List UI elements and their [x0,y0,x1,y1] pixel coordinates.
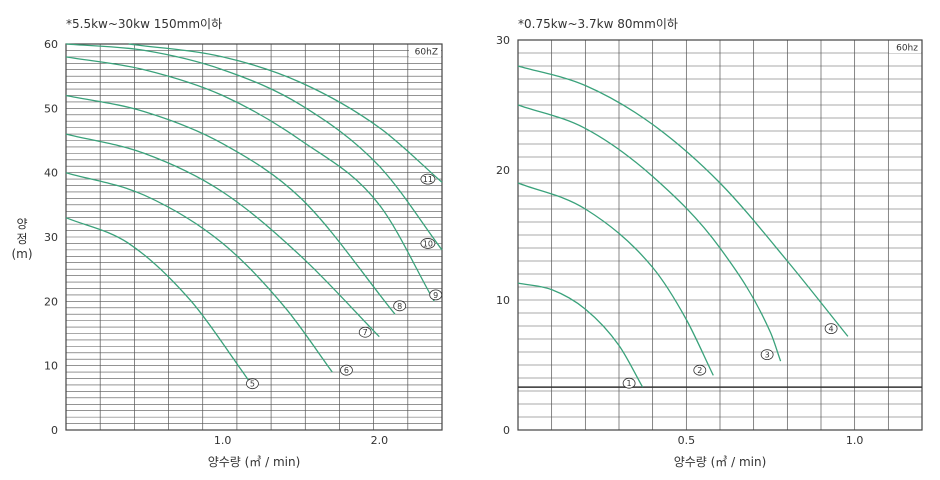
chart-subtitle: *5.5kw~30kw 150mm이하 [66,17,222,31]
x-tick-label: 2.0 [371,434,389,447]
curve-label-circle [340,364,353,376]
freq-label: 60hz [896,44,918,54]
plot-frame [65,43,443,431]
freq-label: 60hZ [415,48,438,58]
curve-label-7: 7 [363,328,368,337]
x-tick-label: 1.0 [214,434,232,447]
curve-4 [517,65,849,337]
y-tick-label: 40 [44,167,58,180]
chart-1: *5.5kw~30kw 150mm이하 60hZ 0 10 20 30 40 50 60 1.0 2… [11,17,443,469]
grid [66,44,442,430]
y-tick-label: 20 [496,164,510,177]
curve-11 [128,43,443,183]
chart-subtitle: *0.75kw~3.7kw 80mm이하 [518,17,678,31]
curve-label-6: 6 [344,366,349,375]
x-tick-label: 0.5 [678,434,696,447]
curve-2 [517,182,714,376]
curve-9 [65,56,435,302]
y-tick-label: 0 [503,424,510,437]
x-axis-label: 양수량 (㎥ / min) [674,455,767,469]
curve-label-circle [429,289,443,301]
curve-label-5: 5 [250,380,255,389]
curve-3 [517,104,782,362]
curve-label-1: 1 [627,379,632,388]
curve-label-8: 8 [397,302,402,311]
curve-1 [517,282,644,388]
x-tick-label: 1.0 [846,434,864,447]
grid [518,40,922,430]
y-tick-label: 0 [51,424,58,437]
y-tick-label: 60 [44,38,58,51]
chart-2: *0.75kw~3.7kw 80mm이하 60hz 0 10 20 30 0.5 1.0 양수량… [496,17,923,469]
freq-box [889,41,921,53]
curve-label-circle [824,323,838,335]
curve-8 [65,94,396,315]
y-tick-label: 10 [44,360,58,373]
y-axis-label: 양 정 (m) [11,217,32,261]
plot-frame [517,39,923,431]
curve-label-11: 11 [423,175,433,184]
curve-label-circle [622,377,636,389]
curve-label-4: 4 [829,325,834,334]
curve-label-9: 9 [433,291,438,300]
curve-7 [65,133,380,338]
curve-6 [65,172,333,373]
x-axis-label: 양수량 (㎥ / min) [208,455,301,469]
curve-label-3: 3 [765,351,770,360]
curve-label-2: 2 [697,366,702,375]
curve-label-circle [420,238,436,249]
y-tick-label: 50 [44,102,58,115]
y-tick-label: 20 [44,295,58,308]
curve-label-circle [760,349,774,361]
freq-box [409,45,441,57]
curve-label-circle [420,173,436,185]
y-tick-label: 30 [496,34,510,47]
curve-label-10: 10 [423,239,433,248]
curve-label-circle [393,300,407,312]
y-tick-label: 10 [496,294,510,307]
curve-label-circle [693,364,707,376]
curve-label-circle [358,326,372,338]
curve-10 [65,43,443,251]
curve-label-circle [246,378,259,390]
y-tick-label: 30 [44,231,58,244]
curve-5 [65,217,255,389]
